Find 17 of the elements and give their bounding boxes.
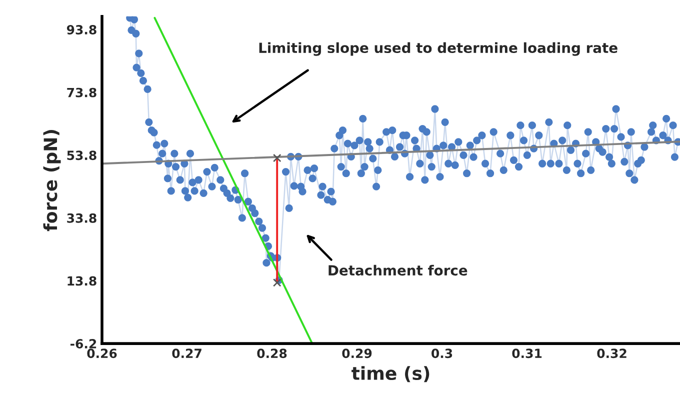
y-tick-label: 73.8 xyxy=(67,88,96,98)
annotation: Detachment force xyxy=(328,264,468,276)
x-axis-title: time (s) xyxy=(352,366,430,382)
annotation: Limiting slope used to determine loading rate xyxy=(259,42,618,56)
y-tick-label: 33.8 xyxy=(67,213,96,223)
x-tick-label: 0.27 xyxy=(172,348,202,358)
y-axis-title: force (pN) xyxy=(43,130,61,232)
x-tick-label: 0.31 xyxy=(512,348,542,358)
x-tick-label: 0.26 xyxy=(87,348,117,358)
y-tick-label: 53.8 xyxy=(67,150,96,160)
x-tick-label: 0.3 xyxy=(432,348,452,358)
y-tick-label: 13.8 xyxy=(68,276,96,286)
x-tick-label: 0.28 xyxy=(257,348,287,358)
x-tick-label: 0.32 xyxy=(597,348,626,358)
y-tick-label: 93.8 xyxy=(66,25,96,34)
x-tick-label: 0.29 xyxy=(342,348,372,358)
y-tick-label: -6.2 xyxy=(70,339,96,348)
